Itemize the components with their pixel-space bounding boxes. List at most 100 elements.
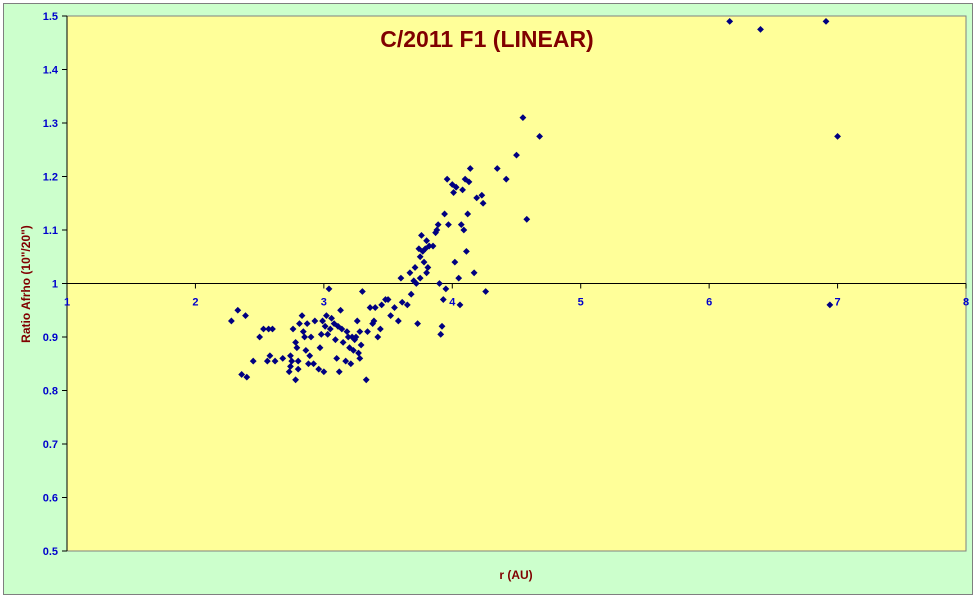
data-point: [260, 325, 267, 333]
data-point: [337, 306, 344, 314]
data-point: [303, 320, 311, 328]
y-axis: 0.5 0.6 0.7 0.8 0.9 1 1.1 1.2 1.3 1.4 1.5: [43, 11, 68, 558]
data-point: [294, 365, 302, 373]
data-point: [234, 306, 242, 314]
data-point: [421, 245, 429, 253]
data-point: [266, 352, 274, 360]
data-point: [355, 349, 362, 357]
x-tick-label: 3: [321, 297, 327, 309]
data-point: [436, 280, 443, 287]
data-point: [460, 226, 468, 234]
data-point: [378, 301, 386, 309]
x-axis: 1 2 3 4 5 6 7 8: [64, 283, 969, 309]
data-point: [287, 363, 294, 370]
data-point: [456, 301, 464, 309]
data-point: [287, 352, 294, 360]
data-point: [306, 352, 314, 360]
data-point: [269, 325, 276, 333]
data-point: [443, 175, 451, 183]
data-point: [319, 317, 326, 325]
x-tick-label: 5: [578, 297, 584, 309]
data-point: [463, 248, 470, 255]
data-point: [473, 194, 481, 202]
data-point: [343, 328, 351, 336]
y-tick-label: 1.5: [43, 11, 58, 23]
data-point: [298, 312, 306, 319]
data-point: [349, 346, 357, 354]
data-point: [311, 317, 319, 325]
data-point: [358, 288, 366, 295]
data-point: [307, 333, 315, 341]
data-point: [822, 17, 830, 25]
data-point: [441, 210, 448, 218]
data-point: [249, 357, 257, 365]
y-tick-label: 0.8: [43, 386, 58, 398]
data-point: [292, 376, 300, 384]
data-point: [398, 298, 406, 306]
data-point: [502, 175, 510, 183]
data-point: [243, 373, 251, 381]
data-point: [451, 258, 459, 266]
data-point: [391, 304, 398, 311]
data-point: [438, 322, 446, 330]
data-point: [263, 357, 271, 365]
data-point: [439, 296, 447, 303]
data-point: [292, 338, 300, 346]
data-point: [834, 132, 841, 140]
data-point: [294, 357, 302, 365]
data-point: [289, 325, 297, 333]
data-point: [299, 328, 307, 336]
data-point: [342, 357, 350, 365]
data-points: [227, 17, 841, 384]
data-point: [429, 242, 437, 250]
data-point: [279, 355, 287, 362]
data-point: [397, 274, 405, 282]
data-point: [459, 186, 466, 194]
data-point: [493, 165, 501, 172]
data-point: [482, 288, 490, 295]
data-point: [448, 181, 456, 188]
data-point: [347, 360, 355, 368]
data-point: [339, 338, 347, 346]
data-point: [536, 132, 544, 140]
data-point: [285, 368, 293, 376]
data-point: [420, 258, 428, 266]
data-point: [302, 346, 310, 354]
data-point: [513, 151, 520, 159]
data-point: [416, 253, 424, 261]
y-tick-label: 1.4: [43, 65, 59, 77]
data-point: [452, 183, 460, 191]
data-point: [227, 317, 235, 325]
data-point: [423, 237, 430, 245]
data-point: [445, 221, 452, 229]
data-point: [434, 221, 442, 229]
data-point: [425, 242, 433, 250]
data-point: [321, 322, 329, 330]
data-point: [366, 304, 374, 311]
data-point: [403, 301, 411, 309]
x-tick-label: 4: [449, 297, 456, 309]
y-axis-label: Ratio Afrho (10"/20"): [19, 225, 33, 343]
data-point: [344, 333, 352, 341]
data-point: [457, 221, 465, 229]
data-point: [238, 371, 246, 378]
data-point: [437, 330, 445, 338]
data-point: [411, 264, 419, 271]
data-point: [242, 312, 249, 319]
y-tick-label: 0.5: [43, 546, 58, 558]
data-point: [338, 325, 346, 333]
y-tick-label: 0.7: [43, 439, 58, 451]
data-point: [325, 285, 333, 293]
data-point: [826, 301, 834, 309]
data-point: [418, 231, 425, 239]
y-tick-label: 1: [52, 279, 58, 291]
data-point: [415, 245, 423, 253]
data-point: [265, 325, 273, 333]
data-point: [406, 269, 414, 277]
data-point: [384, 296, 392, 303]
data-point: [317, 330, 325, 338]
data-point: [523, 215, 531, 223]
data-point: [315, 365, 323, 373]
x-axis-label: r (AU): [499, 568, 532, 582]
